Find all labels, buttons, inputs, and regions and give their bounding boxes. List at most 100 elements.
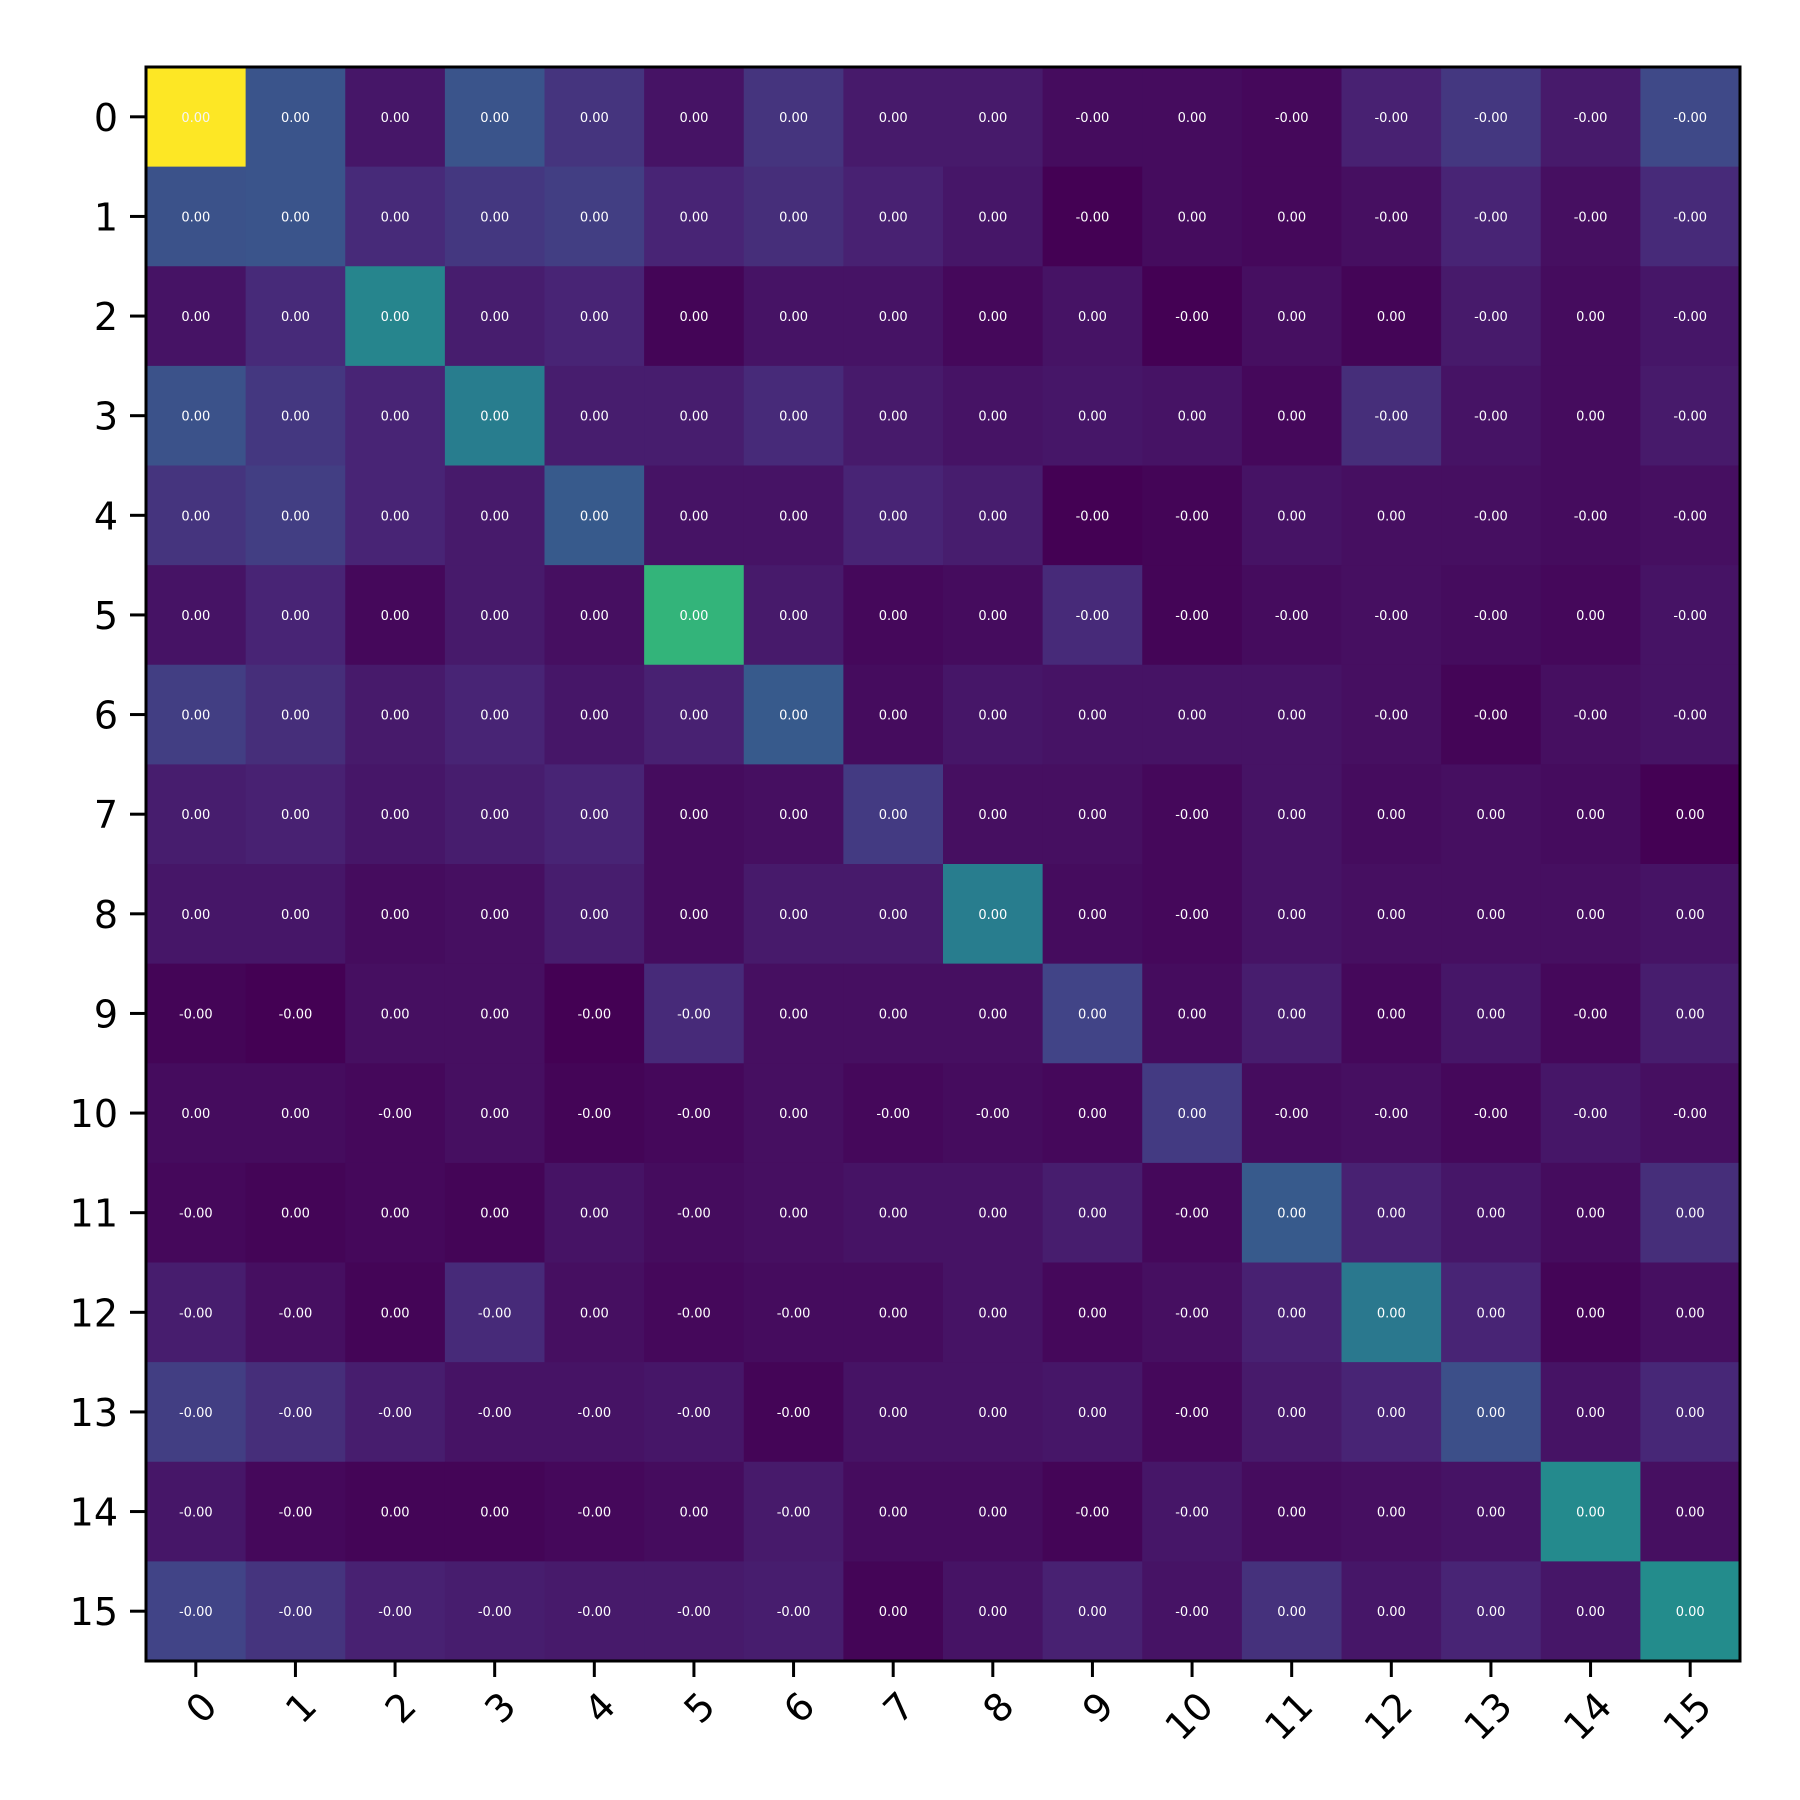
cell-value-label: 0.00: [879, 1506, 908, 1521]
heatmap-cell: [1341, 166, 1442, 267]
heatmap-cell: [444, 764, 546, 865]
heatmap-cell: [1241, 764, 1343, 865]
heatmap-cell: [943, 1461, 1044, 1562]
heatmap-cell: [943, 565, 1044, 666]
heatmap-cell: [1042, 1162, 1143, 1264]
cell-value-label: 0.00: [1576, 1406, 1605, 1421]
heatmap-cell: [1441, 1063, 1542, 1164]
heatmap-cell: [146, 565, 247, 666]
cell-value-label: -0.00: [1673, 1107, 1707, 1122]
cell-value-label: -0.00: [1673, 410, 1707, 425]
heatmap-cell: [644, 1561, 745, 1662]
y-tick-label: 9: [94, 992, 118, 1036]
heatmap-cell: [345, 365, 446, 467]
cell-value-label: -0.00: [1474, 709, 1508, 724]
heatmap-cell: [1042, 764, 1143, 865]
cell-value-label: 0.00: [181, 609, 210, 624]
heatmap-cell: [1540, 664, 1641, 765]
heatmap-cell: [743, 664, 844, 765]
heatmap-cell: [444, 266, 546, 367]
cell-value-label: 0.00: [1576, 1306, 1605, 1321]
heatmap-cell: [1142, 864, 1243, 965]
heatmap-cell: [1640, 365, 1741, 467]
cell-value-label: 0.00: [679, 111, 708, 126]
cell-value-label: 0.00: [1676, 1306, 1705, 1321]
heatmap-cell: [444, 1362, 546, 1463]
cell-value-label: -0.00: [1275, 1107, 1309, 1122]
y-tick-label: 8: [94, 893, 118, 937]
cell-value-label: 0.00: [1078, 410, 1107, 425]
heatmap-cell: [843, 664, 944, 765]
cell-value-label: -0.00: [1175, 310, 1209, 325]
heatmap-cells: [146, 67, 1741, 1662]
heatmap-cell: [1142, 166, 1243, 267]
cell-value-label: 0.00: [879, 1207, 908, 1222]
cell-value-label: -0.00: [1275, 111, 1309, 126]
heatmap-cell: [1441, 864, 1542, 965]
heatmap-cell: [1241, 1362, 1343, 1463]
cell-value-label: -0.00: [179, 1306, 213, 1321]
cell-value-label: 0.00: [879, 1605, 908, 1620]
heatmap-cell: [843, 166, 944, 267]
heatmap-cell: [345, 1461, 446, 1562]
heatmap-cell: [743, 266, 844, 367]
heatmap-cell: [1441, 166, 1542, 267]
y-tick-label: 6: [94, 694, 118, 738]
heatmap-cell: [843, 67, 944, 168]
heatmap-cell: [644, 1262, 745, 1363]
heatmap-cell: [245, 67, 346, 168]
heatmap-cell: [1540, 864, 1641, 965]
cell-value-label: -0.00: [179, 1207, 213, 1222]
heatmap-cell: [644, 864, 745, 965]
cell-value-label: 0.00: [580, 709, 609, 724]
y-tick-label: 15: [70, 1590, 118, 1634]
heatmap-cell: [1241, 465, 1343, 566]
y-tick-label: 13: [70, 1391, 118, 1435]
heatmap-cell: [146, 1063, 247, 1164]
cell-value-label: -0.00: [1175, 1207, 1209, 1222]
heatmap-cell: [843, 963, 944, 1064]
cell-value-label: -0.00: [279, 1007, 313, 1022]
cell-value-label: 0.00: [1576, 310, 1605, 325]
cell-value-label: 0.00: [978, 908, 1007, 923]
cell-value-label: -0.00: [1574, 1007, 1608, 1022]
heatmap-cell: [345, 864, 446, 965]
heatmap-cell: [1042, 67, 1143, 168]
heatmap-cell: [1540, 266, 1641, 367]
heatmap-cell: [1341, 963, 1442, 1064]
heatmap-cell: [1142, 664, 1243, 765]
cell-value-label: -0.00: [1474, 210, 1508, 225]
heatmap-cell: [544, 664, 645, 765]
heatmap-cell: [743, 963, 844, 1064]
cell-value-label: 0.00: [879, 609, 908, 624]
cell-value-label: 0.00: [879, 210, 908, 225]
heatmap-cell: [644, 465, 745, 566]
heatmap-cell: [743, 1262, 844, 1363]
cell-value-label: -0.00: [1076, 1506, 1110, 1521]
cell-value-label: 0.00: [1377, 1605, 1406, 1620]
heatmap-cell: [843, 365, 944, 467]
heatmap-cell: [943, 664, 1044, 765]
heatmap-cell: [1042, 266, 1143, 367]
y-tick-label: 2: [94, 295, 118, 339]
cell-value-label: 0.00: [181, 210, 210, 225]
heatmap-cell: [1142, 1561, 1243, 1662]
cell-value-label: 0.00: [1476, 1207, 1505, 1222]
heatmap-cell: [245, 1063, 346, 1164]
heatmap-cell: [1042, 365, 1143, 467]
cell-value-label: -0.00: [1175, 1406, 1209, 1421]
cell-value-label: -0.00: [478, 1406, 512, 1421]
heatmap-cell: [943, 764, 1044, 865]
heatmap-cell: [544, 1362, 645, 1463]
cell-value-label: -0.00: [1574, 709, 1608, 724]
heatmap-cell: [743, 465, 844, 566]
cell-value-label: 0.00: [1277, 1605, 1306, 1620]
cell-value-label: 0.00: [1676, 808, 1705, 823]
heatmap-cell: [146, 465, 247, 566]
cell-value-label: 0.00: [1377, 310, 1406, 325]
heatmap-cell: [146, 1461, 247, 1562]
cell-value-label: 0.00: [1377, 1506, 1406, 1521]
heatmap-cell: [146, 664, 247, 765]
heatmap-cell: [146, 963, 247, 1064]
cell-value-label: 0.00: [679, 908, 708, 923]
